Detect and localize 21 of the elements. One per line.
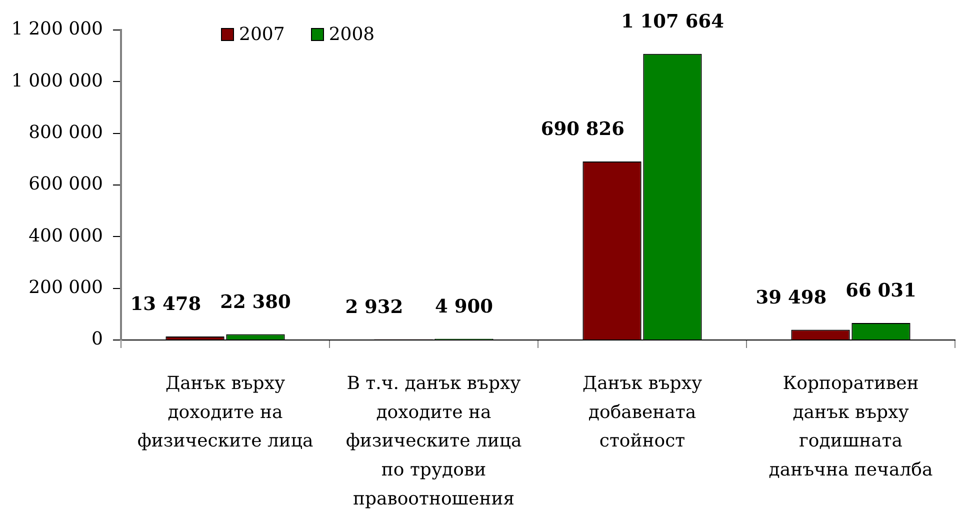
y-tick-label: 600 000 [28, 174, 103, 195]
y-tick-label: 1 200 000 [11, 18, 103, 40]
data-label: 690 826 [540, 119, 625, 140]
x-tick-label: В т.ч. данък върху доходите на физическите лица по трудови правоотношения [346, 373, 522, 510]
data-label: 13 478 [130, 294, 202, 316]
legend-label: 2008 [328, 24, 375, 45]
data-label: 66 031 [846, 280, 916, 302]
y-tick-label: 1 000 000 [11, 70, 103, 92]
y-tick-label: 0 [92, 328, 103, 350]
data-label: 4 900 [435, 296, 493, 318]
y-tick-label: 200 000 [28, 277, 103, 298]
y-tick-label: 400 000 [28, 225, 103, 246]
y-tick-label: 800 000 [28, 122, 103, 144]
x-tick-label: Корпоративен данък върху годишната данъчна печалба [768, 373, 933, 480]
data-label: 2 932 [345, 296, 404, 318]
data-label: 22 380 [220, 292, 291, 313]
x-tick-label: Данък върху доходите на физическите лица [137, 373, 314, 452]
x-tick-label: Данък върху добавената стойност [582, 373, 702, 452]
data-label: 39 498 [756, 287, 827, 308]
legend-label: 2007 [239, 24, 285, 45]
data-label: 1 107 664 [620, 11, 724, 32]
